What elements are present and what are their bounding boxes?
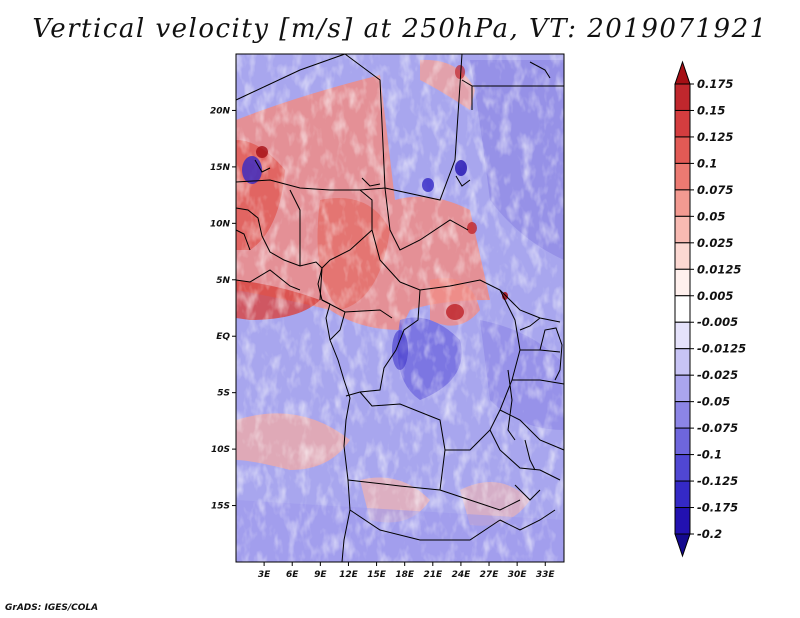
legend-label: 0.15 [697, 103, 725, 117]
legend-label: 0.005 [697, 289, 733, 303]
legend-color-box [674, 109, 691, 138]
lon-label: 6E [286, 570, 299, 580]
lat-label: 20N [210, 106, 231, 116]
legend-label: -0.005 [697, 315, 738, 329]
legend-color-box [674, 268, 691, 297]
legend-color-box [674, 83, 691, 111]
lon-label: 27E [480, 570, 500, 580]
legend-label: -0.175 [697, 501, 738, 515]
legend-label: -0.0125 [697, 342, 746, 356]
legend-label: 0.1 [697, 156, 717, 170]
lon-label: 30E [508, 570, 528, 580]
lat-label: 15S [211, 502, 230, 512]
legend-label: 0.175 [697, 77, 733, 91]
legend-label: -0.125 [697, 474, 738, 488]
legend-label: -0.1 [697, 448, 722, 462]
legend-color-box [674, 427, 691, 456]
latitude-axis: 20N 15N 10N 5N EQ 5S 10S 15S [210, 106, 236, 512]
legend-color-box [674, 60, 691, 85]
legend-label: -0.05 [697, 395, 730, 409]
lon-label: 3E [258, 570, 271, 580]
legend-color-box [674, 295, 691, 323]
lat-label: 5N [216, 276, 230, 286]
legend-label: 0.05 [697, 209, 725, 223]
lon-label: 21E [423, 570, 443, 580]
legend-label: 0.075 [697, 183, 733, 197]
legend-color-box [674, 215, 691, 244]
longitude-axis: 3E 6E 9E 12E 15E 18E 21E 24E 27E 30E 33E [258, 562, 556, 580]
lat-label: 5S [217, 389, 230, 399]
map-title: Vertical velocity [m/s] at 250hPa, VT: 2… [32, 14, 768, 44]
legend-color-box [674, 162, 691, 191]
legend-color-box [674, 533, 691, 558]
legend-color-box [674, 401, 691, 429]
lat-label: 10S [211, 445, 230, 455]
lon-label: 12E [339, 570, 359, 580]
legend-color-box [674, 454, 691, 482]
legend-color-box [674, 480, 691, 509]
legend-color-box [674, 507, 691, 535]
grads-credit: GrADS: IGES/COLA [5, 603, 99, 613]
legend-label: 0.0125 [697, 262, 741, 276]
lon-label: 18E [395, 570, 415, 580]
map-frame [235, 53, 565, 563]
color-legend: 0.175 0.15 0.125 0.1 0.075 0.05 0.025 0.0125 0.0… [674, 60, 746, 558]
legend-label: -0.075 [697, 421, 738, 435]
legend-color-box [674, 189, 691, 217]
legend-label: 0.125 [697, 130, 733, 144]
lon-label: 9E [314, 570, 327, 580]
legend-label: 0.025 [697, 236, 733, 250]
lat-label: 10N [210, 219, 231, 229]
lon-label: 24E [452, 570, 472, 580]
legend-color-box [674, 348, 691, 376]
legend-color-box [674, 242, 691, 270]
legend-color-box [674, 374, 691, 403]
lat-label: EQ [216, 332, 230, 342]
lon-label: 33E [536, 570, 556, 580]
legend-label: -0.2 [697, 527, 722, 541]
legend-color-box [674, 136, 691, 164]
legend-label: -0.025 [697, 368, 738, 382]
country-borders [235, 53, 565, 563]
lat-label: 15N [210, 163, 231, 173]
lon-label: 15E [367, 570, 387, 580]
legend-color-box [674, 321, 691, 350]
